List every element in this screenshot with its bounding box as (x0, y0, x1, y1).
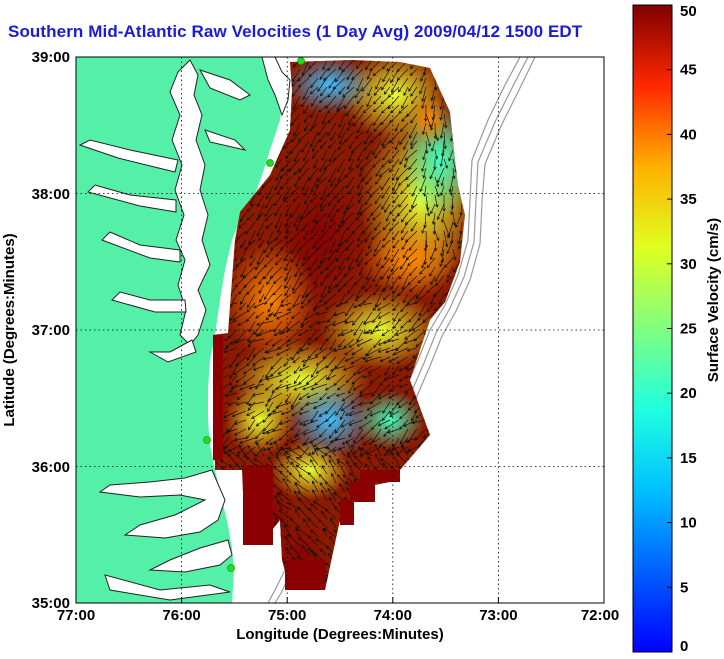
colorbar-tick-label: 0 (680, 638, 688, 655)
y-tick-label: 39:00 (32, 49, 70, 66)
y-tick-label: 35:00 (32, 595, 70, 612)
x-tick-label: 74:00 (374, 607, 412, 624)
y-tick-label: 37:00 (32, 322, 70, 339)
x-tick-label: 77:00 (57, 607, 95, 624)
radar-station (266, 159, 274, 167)
x-tick-label: 73:00 (479, 607, 517, 624)
colorbar-label: Surface Velocity (cm/s) (705, 218, 722, 382)
coastal-inlet (104, 574, 231, 601)
plot-frame (75, 56, 605, 604)
y-tick-label: 38:00 (32, 186, 70, 203)
colorbar-tick-label: 35 (680, 191, 697, 208)
sound-lower (148, 539, 233, 573)
x-axis-label: Longitude (Degrees:Minutes) (236, 626, 444, 643)
colorbar-ticks: 0 5 10 15 20 25 30 35 40 45 50 (667, 3, 697, 655)
colorbar-tick-label: 20 (680, 385, 697, 402)
radar-station (227, 564, 235, 572)
velocity-arrows (213, 60, 465, 590)
colorbar-tick-label: 10 (680, 515, 697, 532)
radar-stations (203, 57, 305, 572)
high-velocity-cells (213, 335, 400, 590)
velocity-field (213, 60, 465, 590)
colorbar-tick-label: 5 (680, 579, 688, 596)
grid-lines (76, 57, 604, 603)
x-tick-marks (75, 597, 605, 603)
x-tick-label: 76:00 (162, 607, 200, 624)
y-axis-label: Latitude (Degrees:Minutes) (1, 233, 18, 426)
delaware-bay (261, 57, 291, 117)
colorbar-tick-label: 15 (680, 450, 697, 467)
colorbar (632, 4, 673, 653)
x-tick-label: 72:00 (581, 607, 619, 624)
radar-station (297, 57, 305, 65)
chart-title: Southern Mid-Atlantic Raw Velocities (1 … (8, 22, 583, 41)
colorbar-tick-label: 30 (680, 256, 697, 273)
radar-station (203, 436, 211, 444)
pamlico-sound (98, 469, 226, 539)
tributaries (78, 69, 251, 363)
colorbar-tick-label: 50 (680, 3, 697, 20)
colorbar-tick-label: 25 (680, 321, 697, 338)
y-tick-label: 36:00 (32, 459, 70, 476)
colorbar-tick-label: 40 (680, 126, 697, 143)
colorbar-tick-label: 45 (680, 62, 697, 79)
x-tick-label: 75:00 (268, 607, 306, 624)
